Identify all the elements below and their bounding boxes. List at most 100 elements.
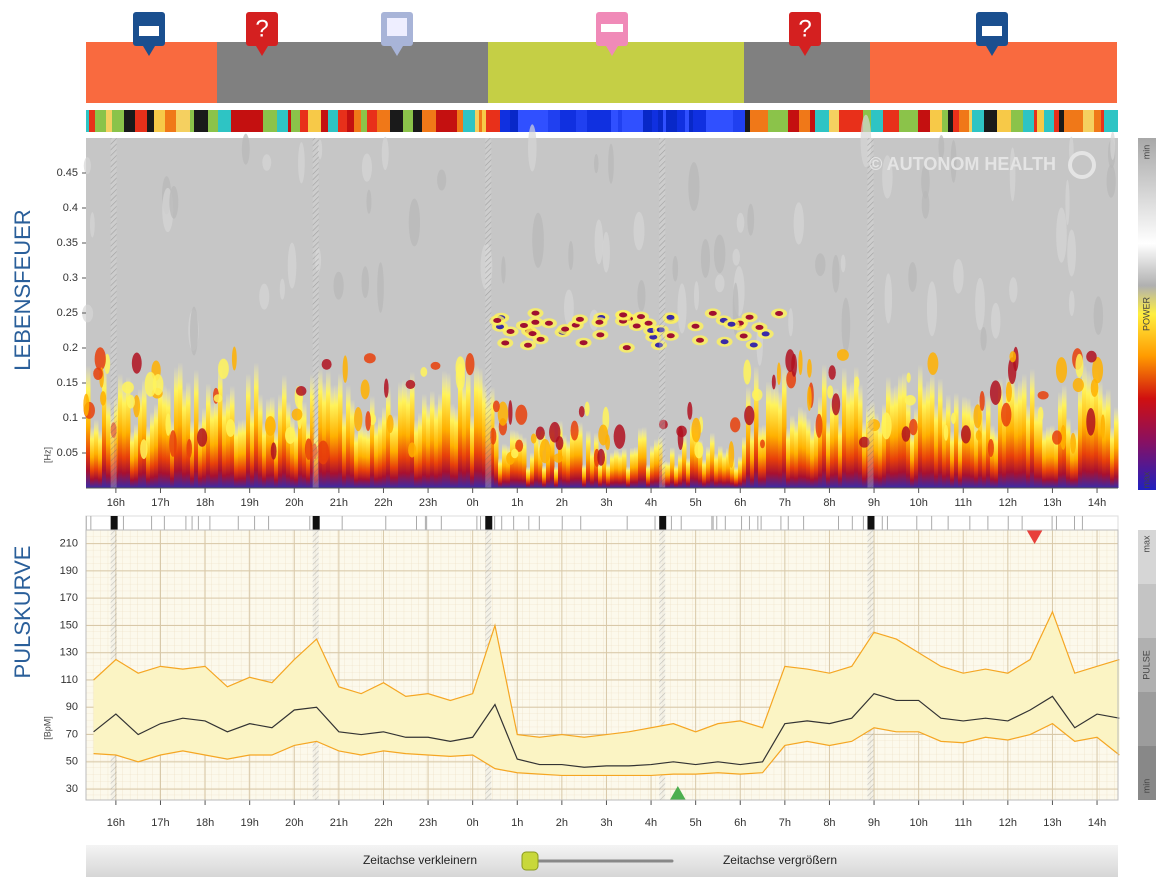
x-tick-label: 19h [240,497,258,509]
texture [832,255,839,293]
texture [885,273,892,323]
spectrum-blob [881,412,891,439]
stripe-cell [165,110,176,132]
x-tick-label: 7h [779,817,791,829]
spectrum-column [430,391,435,488]
stripe-cell [194,110,208,132]
artifact-band [313,138,319,488]
spectrum-column [246,373,251,488]
spectrum-blob [1075,354,1083,378]
stripe-cell [587,110,598,132]
rhythm-core [619,312,627,317]
stripe-cell [208,110,218,132]
y-tick-label: 0.15 [57,377,78,389]
texture [362,153,372,181]
stripe-cell [124,110,135,132]
x-tick-label: 13h [1043,817,1061,829]
spectrum-column [946,394,951,488]
spectrum-column [450,403,455,488]
stripe-cell [263,110,277,132]
spectrum-blob [691,418,700,443]
spectrum-column [994,430,999,488]
y-tick-label: 70 [66,728,78,740]
stripe-cell [500,110,510,132]
y-tick-label: 0.25 [57,307,78,319]
spectrum-blob [508,400,512,425]
spectrum-column [910,432,915,488]
spectrum-blob [226,419,235,437]
zoom-out[interactable]: Zeitachse verkleinern [363,853,477,867]
event-block [111,516,118,530]
spectrum-column [454,407,459,488]
spectrum-column [434,404,439,488]
stripe-cell [535,110,548,132]
spectrum-blob [944,425,948,441]
spectrum-blob [902,426,911,442]
stripe-cell [1094,110,1101,132]
spectrum-column [478,367,483,488]
stripe-cell [677,110,685,132]
rhythm-core [692,324,700,329]
spectrum-blob [1038,391,1049,400]
x-tick-label: 8h [823,817,835,829]
event-block [867,516,874,530]
spectrum-column [194,370,199,488]
y-tick-label: 50 [66,756,78,768]
y-tick-label: 150 [60,619,78,631]
spectrum-blob [827,385,833,398]
spectrum-column [334,384,339,488]
texture [908,262,917,292]
texture [701,239,710,278]
spectrum-column [678,453,683,488]
stripe-cell [288,110,291,132]
spectrum-column [1014,385,1019,488]
stripe-cell [666,110,677,132]
stripe-cell [86,110,89,132]
spectrum-blob [980,391,985,411]
spectrum-column [406,384,411,488]
scale-label: max [1141,535,1151,553]
rhythm-core [545,321,553,326]
spectrum-column [614,449,619,488]
texture [594,154,599,173]
rhythm-core [580,340,588,345]
spectrum-blob [678,426,684,450]
stripe-cell [953,110,959,132]
spectrum-column [706,446,711,488]
spectrum-column [578,422,583,488]
scale-label: max [1141,471,1151,489]
spectrum-blob [536,426,545,439]
texture [437,170,446,191]
spectrum-column [238,420,243,488]
y-tick-label: 170 [60,592,78,604]
spectrum-column [826,421,831,488]
spectrum-blob [83,394,89,416]
spectrum-blob [743,360,751,385]
y-tick-label: 0.4 [63,202,78,214]
spectrum-blob [744,406,754,425]
spectrum-blob [140,439,147,459]
chart-title: LEBENSFEUER [10,209,35,370]
zoom-knob[interactable] [522,852,538,870]
stripe-cell [403,110,413,132]
scale-label: POWER [1141,297,1151,332]
rhythm-core [596,332,604,337]
spectrum-column [646,464,651,488]
texture [298,142,305,183]
unknown-label: ? [255,15,268,42]
rhythm-core [561,327,569,332]
stripe-cell [918,110,930,132]
spectrum-blob [145,372,157,397]
spectrum-column [226,393,231,488]
x-tick-label: 11h [954,817,972,829]
texture [1110,132,1115,160]
spectrum-column [586,430,591,488]
y-tick-label: 0.45 [57,167,78,179]
spectrum-column [802,409,807,488]
zoom-in[interactable]: Zeitachse vergrößern [723,853,837,867]
texture [528,124,537,171]
spectrum-blob [1056,357,1067,383]
y-tick-label: 30 [66,783,78,795]
spectrum-column [326,370,331,488]
stripe-cell [377,110,390,132]
